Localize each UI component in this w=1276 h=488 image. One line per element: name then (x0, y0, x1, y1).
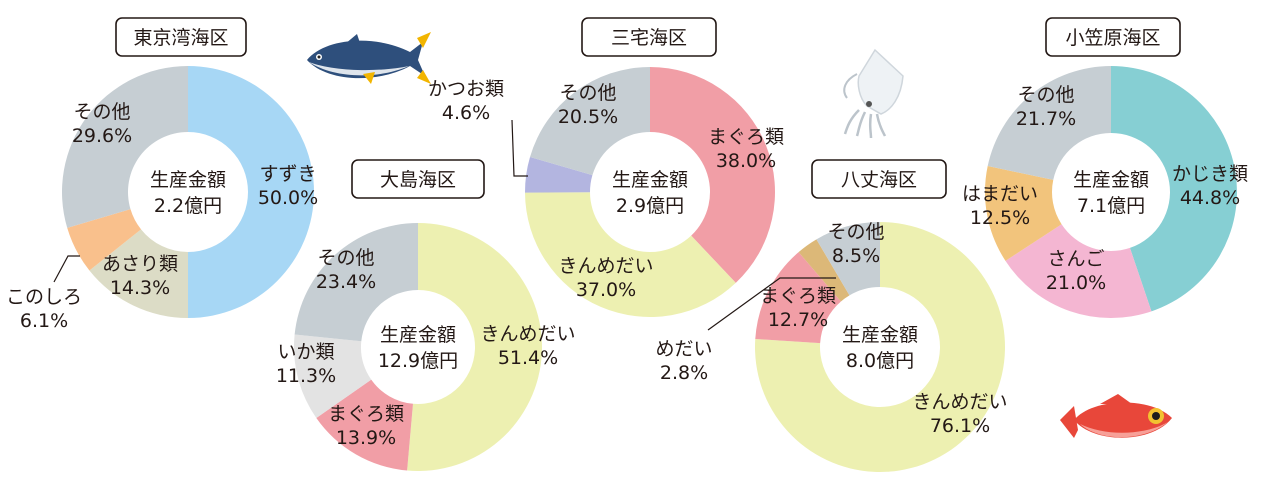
chart-title: 東京湾海区 (133, 27, 228, 49)
slice-name-3-1: まぐろ類 (760, 285, 836, 307)
slice-name-4-0: かじき類 (1172, 163, 1248, 185)
slice-3-3 (816, 222, 880, 296)
center-label: 生産金額 (150, 169, 226, 191)
slice-pct-0-1: 14.3% (110, 277, 170, 299)
slice-name-3-0: きんめだい (912, 391, 1007, 413)
slice-name-0-0: すずき (259, 163, 316, 185)
slice-1-0 (407, 223, 542, 471)
slice-pct-0-2: 6.1% (20, 310, 68, 332)
slice-0-2 (67, 209, 142, 271)
slice-name-1-3: その他 (317, 247, 374, 269)
slice-4-1 (1005, 224, 1152, 318)
slice-pct-1-2: 11.3% (276, 365, 336, 387)
slice-pct-1-0: 51.4% (498, 347, 558, 369)
slice-pct-1-3: 23.4% (316, 271, 376, 293)
chart-title: 大島海区 (380, 169, 456, 191)
slice-3-1 (755, 252, 841, 344)
slice-4-2 (985, 166, 1062, 261)
leader-line-3-2 (707, 277, 836, 331)
slice-2-1 (525, 192, 736, 317)
chart-title: 三宅海区 (611, 27, 687, 49)
slice-name-2-2: かつお類 (428, 78, 504, 100)
slice-name-0-3: その他 (73, 101, 130, 123)
slice-4-0 (1111, 66, 1237, 312)
center-label: 生産金額 (612, 169, 688, 191)
slice-4-3 (987, 66, 1111, 180)
center-total: 2.9億円 (616, 195, 684, 217)
slice-name-1-0: きんめだい (480, 323, 575, 345)
slice-1-1 (316, 379, 413, 471)
chart-title-box (811, 159, 947, 199)
alfonsino-fish-icon (1060, 394, 1172, 438)
chart-title-box (115, 17, 247, 57)
slice-pct-2-2: 4.6% (442, 102, 490, 124)
slice-pct-0-3: 29.6% (72, 125, 132, 147)
slice-name-4-3: その他 (1017, 84, 1074, 106)
chart-title-box (351, 159, 485, 199)
slice-pct-3-3: 8.5% (832, 245, 880, 267)
slice-name-3-3: その他 (827, 221, 884, 243)
slice-pct-4-3: 21.7% (1016, 108, 1076, 130)
slice-0-1 (89, 229, 188, 318)
slice-name-0-2: このしろ (6, 286, 82, 308)
chart-title: 八丈海区 (841, 169, 917, 191)
slice-pct-2-0: 38.0% (716, 150, 776, 172)
slice-3-0 (754, 222, 1005, 473)
center-total: 8.0億円 (846, 350, 914, 372)
slice-name-0-1: あさり類 (102, 253, 178, 275)
slice-0-3 (61, 66, 189, 228)
center-total: 2.2億円 (154, 195, 222, 217)
slice-1-3 (294, 223, 418, 342)
slice-pct-4-2: 12.5% (970, 207, 1030, 229)
slice-pct-3-2: 2.8% (660, 362, 708, 384)
center-label: 生産金額 (380, 324, 456, 346)
slice-name-4-1: さんご (1047, 248, 1104, 270)
slice-pct-3-0: 76.1% (930, 415, 990, 437)
slice-1-2 (293, 334, 372, 418)
slice-3-2 (798, 239, 850, 302)
center-total: 7.1億円 (1077, 195, 1145, 217)
chart-title-box (1045, 17, 1181, 57)
slice-2-3 (530, 67, 650, 176)
squid-icon (843, 48, 904, 139)
slice-pct-3-1: 12.7% (768, 309, 828, 331)
slice-name-2-0: まぐろ類 (708, 126, 784, 148)
slice-2-2 (525, 156, 593, 193)
slice-pct-0-0: 50.0% (258, 187, 318, 209)
slice-name-4-2: はまだい (962, 183, 1038, 205)
center-label: 生産金額 (1073, 169, 1149, 191)
slice-name-3-2: めだい (655, 338, 712, 360)
chart-title: 小笠原海区 (1065, 27, 1160, 49)
slice-pct-2-3: 20.5% (558, 106, 618, 128)
chart-title-box (581, 17, 717, 57)
slice-0-0 (188, 66, 314, 318)
slice-name-1-1: まぐろ類 (328, 403, 404, 425)
center-label: 生産金額 (842, 324, 918, 346)
slice-pct-2-1: 37.0% (576, 279, 636, 301)
center-total: 12.9億円 (378, 350, 458, 372)
slice-name-1-2: いか類 (277, 341, 334, 363)
slice-pct-4-0: 44.8% (1180, 187, 1240, 209)
slice-pct-1-1: 13.9% (336, 427, 396, 449)
leader-line-2-2 (511, 119, 528, 177)
tuna-icon (307, 32, 431, 84)
slice-2-0 (650, 67, 776, 283)
leader-line-0-2 (53, 255, 80, 283)
slice-pct-4-1: 21.0% (1046, 272, 1106, 294)
slice-name-2-3: その他 (559, 82, 616, 104)
slice-name-2-1: きんめだい (558, 255, 653, 277)
